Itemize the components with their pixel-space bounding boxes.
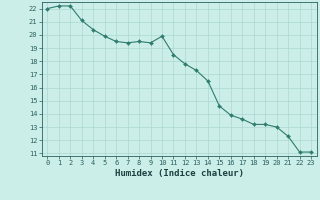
X-axis label: Humidex (Indice chaleur): Humidex (Indice chaleur)	[115, 169, 244, 178]
